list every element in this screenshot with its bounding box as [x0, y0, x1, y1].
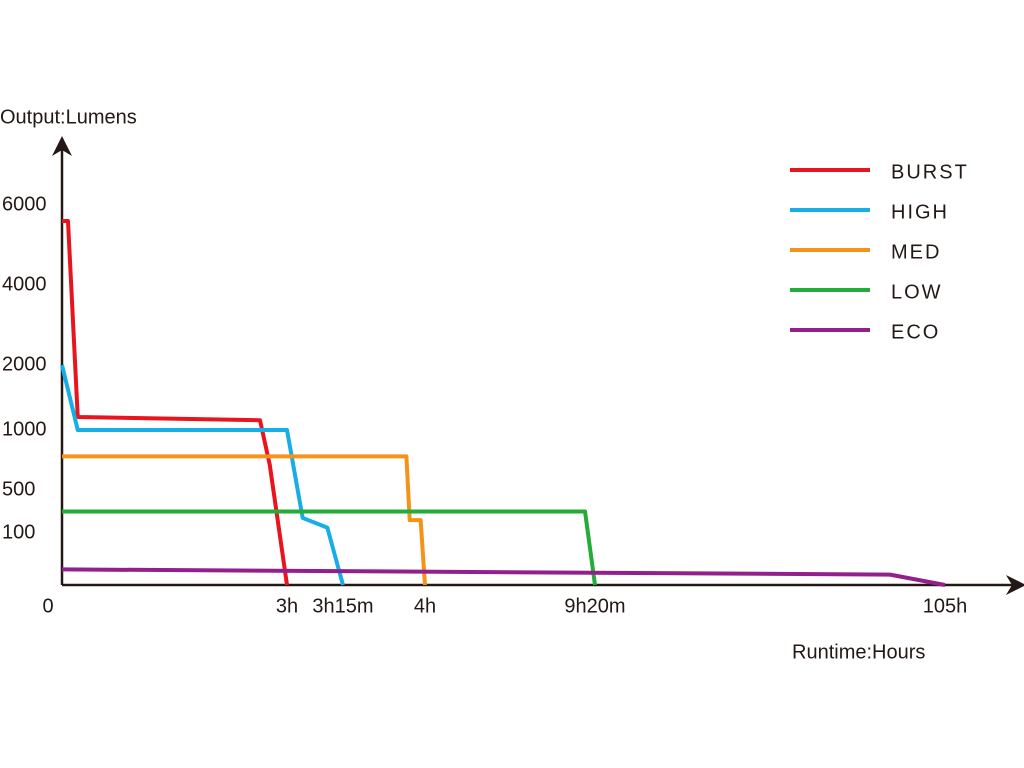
y-tick-label: 4000: [2, 273, 47, 295]
legend-label: ECO: [891, 321, 940, 343]
line-eco: [61, 567, 946, 587]
line-low: [62, 509, 597, 586]
legend-label: BURST: [891, 161, 969, 183]
y-tick-label: 1000: [2, 418, 47, 440]
x-axis-label: Runtime:Hours: [792, 641, 925, 663]
y-tick-label: 500: [2, 478, 35, 500]
line-burst: [62, 219, 289, 586]
y-tick-label: 100: [2, 521, 35, 543]
x-tick-label: 105h: [923, 595, 968, 617]
legend-label: HIGH: [891, 201, 949, 223]
x-tick-label: 0: [42, 595, 53, 617]
y-tick-label: 6000: [2, 193, 47, 215]
x-tick-label: 3h: [276, 595, 298, 617]
legend-label: LOW: [891, 281, 943, 303]
line-high: [60, 364, 345, 586]
y-axis-label: Output:Lumens: [0, 106, 137, 128]
x-tick-label: 9h20m: [564, 595, 625, 617]
y-tick-label: 2000: [2, 353, 47, 375]
legend-label: MED: [891, 241, 941, 263]
x-tick-label: 4h: [414, 595, 436, 617]
x-tick-label: 3h15m: [312, 595, 373, 617]
line-med: [62, 454, 427, 586]
